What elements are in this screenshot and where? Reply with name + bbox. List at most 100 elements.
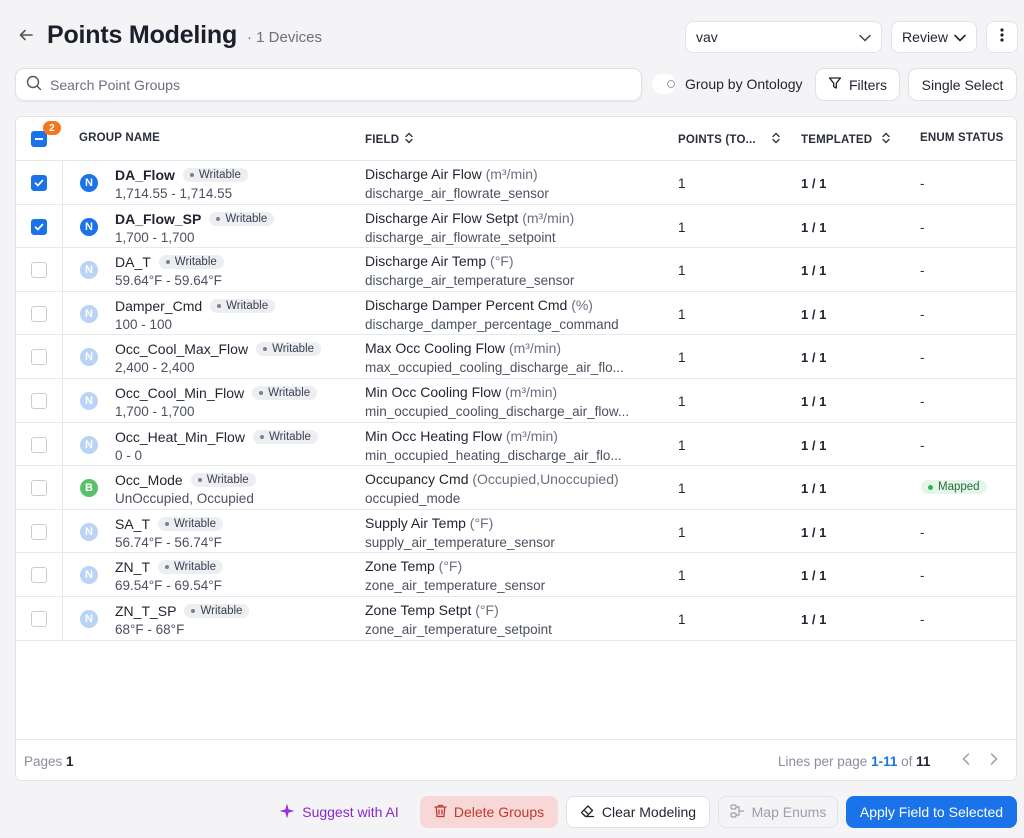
chevron-right-icon[interactable] (990, 753, 998, 768)
search-input[interactable]: Search Point Groups (15, 68, 642, 101)
points-total: 1 (678, 568, 686, 584)
table-header: 2 GROUP NAME FIELD POINTS (TO... TEMPLAT… (16, 117, 1016, 161)
column-header-enum-status[interactable]: ENUM STATUS (920, 132, 1004, 144)
table-row[interactable]: N Occ_Heat_Min_Flow Writable 0 - 0 Min Occ H… (16, 423, 1016, 467)
group-value-range: 0 - 0 (115, 447, 143, 463)
enum-status: - (920, 612, 925, 627)
lines-total: 11 (916, 754, 931, 769)
column-header-field[interactable]: FIELD (365, 132, 413, 147)
group-name: ZN_T_SP Writable (115, 603, 250, 619)
trash-icon (434, 804, 447, 821)
column-header-points[interactable]: POINTS (TO... (678, 132, 780, 147)
delete-groups-label: Delete Groups (453, 804, 545, 820)
group-by-label: Group by Ontology (685, 76, 803, 92)
row-checkbox[interactable] (31, 393, 47, 409)
enum-status-badge: Mapped (921, 480, 987, 495)
templated-count: 1 / 1 (801, 568, 827, 584)
row-checkbox[interactable] (31, 175, 47, 191)
enum-status: - (920, 263, 925, 279)
points-total: 1 (678, 394, 686, 409)
chevron-left-icon[interactable] (962, 753, 970, 768)
lines-label: Lines per page (778, 754, 868, 769)
map-enums-button[interactable]: Map Enums (718, 796, 838, 828)
row-checkbox[interactable] (31, 611, 47, 627)
group-name: ZN_T Writable (115, 559, 223, 575)
field-name-label: Min Occ Cooling Flow (365, 384, 502, 400)
points-total: 1 (678, 219, 686, 235)
group-by-ontology-toggle[interactable]: Group by Ontology (652, 74, 803, 94)
table-row[interactable]: N ZN_T_SP Writable 68°F - 68°F Zone Temp Set… (16, 597, 1016, 641)
group-name-label: SA_T (115, 515, 151, 532)
sort-icon[interactable] (882, 132, 890, 147)
table-row[interactable]: N Damper_Cmd Writable 100 - 100 Discharge Da… (16, 292, 1016, 336)
group-name: DA_Flow_SP Writable (115, 211, 275, 227)
group-name: DA_T Writable (115, 254, 224, 270)
select-all-checkbox[interactable] (31, 131, 47, 147)
delete-groups-button[interactable]: Delete Groups (420, 796, 558, 828)
enum-status: - (920, 219, 925, 235)
table-row[interactable]: N ZN_T Writable 69.54°F - 69.54°F Zone Temp … (16, 553, 1016, 597)
row-checkbox[interactable] (31, 523, 47, 540)
group-name: Occ_Cool_Max_Flow Writable (115, 341, 322, 357)
table-row[interactable]: N DA_T Writable 59.64°F - 59.64°F Discharge … (16, 248, 1016, 292)
row-checkbox[interactable] (31, 436, 47, 453)
points-total: 1 (678, 350, 686, 366)
group-value-range: 2,400 - 2,400 (115, 360, 195, 376)
table-row[interactable]: N Occ_Cool_Min_Flow Writable 1,700 - 1,700 M… (16, 379, 1016, 423)
table-row[interactable]: N SA_T Writable 56.74°F - 56.74°F Supply Air… (16, 510, 1016, 554)
row-checkbox[interactable] (31, 218, 47, 235)
writable-tag-label: Writable (206, 474, 249, 487)
writable-tag: Writable (210, 298, 276, 313)
table-row[interactable]: N DA_Flow Writable 1,714.55 - 1,714.55 Disch… (16, 161, 1016, 205)
point-type-badge: N (80, 610, 98, 628)
of-label: of (901, 754, 913, 769)
field-name: Discharge Air Flow Setpt (m³/min) (365, 210, 574, 226)
field-unit: (m³/min) (508, 340, 562, 357)
row-checkbox[interactable] (31, 305, 47, 322)
enum-status: - (920, 437, 925, 453)
point-groups-table: 2 GROUP NAME FIELD POINTS (TO... TEMPLAT… (15, 116, 1017, 781)
device-type-select[interactable]: vav (685, 21, 882, 53)
table-row[interactable]: N Occ_Cool_Max_Flow Writable 2,400 - 2,400 M… (16, 335, 1016, 379)
filters-button[interactable]: Filters (815, 68, 900, 101)
single-select-button[interactable]: Single Select (908, 68, 1017, 101)
field-name: Min Occ Heating Flow (m³/min) (365, 428, 558, 444)
toggle-switch[interactable] (652, 74, 676, 94)
suggest-with-ai-button[interactable]: Suggest with AI (270, 796, 408, 828)
row-checkbox[interactable] (31, 480, 47, 497)
clear-modeling-button[interactable]: Clear Modeling (566, 796, 710, 828)
sort-icon[interactable] (405, 132, 413, 147)
writable-tag: Writable (158, 255, 224, 270)
group-name: SA_T Writable (115, 516, 223, 532)
search-icon (26, 75, 42, 94)
group-value-range: 1,714.55 - 1,714.55 (115, 186, 233, 201)
column-header-group-name[interactable]: GROUP NAME (79, 132, 160, 144)
sort-icon[interactable] (772, 132, 780, 147)
column-header-label: POINTS (TO... (678, 133, 756, 146)
group-name-label: DA_Flow (115, 167, 175, 183)
writable-tag-label: Writable (174, 517, 216, 530)
field-name: Zone Temp Setpt (°F) (365, 602, 499, 618)
field-unit: (Occupied,Unoccupied) (472, 471, 619, 488)
row-checkbox[interactable] (31, 349, 47, 366)
row-checkbox[interactable] (31, 262, 47, 279)
points-total: 1 (678, 481, 686, 497)
writable-tag-label: Writable (226, 299, 269, 312)
table-row[interactable]: N DA_Flow_SP Writable 1,700 - 1,700 Discharg… (16, 205, 1016, 249)
field-id: zone_air_temperature_sensor (365, 578, 546, 594)
column-header-templated[interactable]: TEMPLATED (801, 132, 890, 147)
writable-tag-label: Writable (198, 169, 241, 181)
enum-status: - (920, 524, 925, 540)
chevron-down-icon (954, 29, 966, 45)
row-checkbox[interactable] (31, 567, 47, 584)
table-row[interactable]: B Occ_Mode Writable UnOccupied, Occupied Occ… (16, 466, 1016, 510)
apply-field-to-selected-button[interactable]: Apply Field to Selected (846, 796, 1017, 828)
review-button[interactable]: Review (891, 21, 977, 53)
more-options-button[interactable] (986, 21, 1018, 53)
field-name: Supply Air Temp (°F) (365, 515, 493, 531)
point-type-badge: B (80, 479, 98, 498)
templated-count: 1 / 1 (801, 524, 827, 540)
writable-tag: Writable (252, 386, 318, 400)
lines-range[interactable]: 1-11 (871, 754, 898, 769)
back-arrow-icon[interactable] (18, 27, 36, 45)
